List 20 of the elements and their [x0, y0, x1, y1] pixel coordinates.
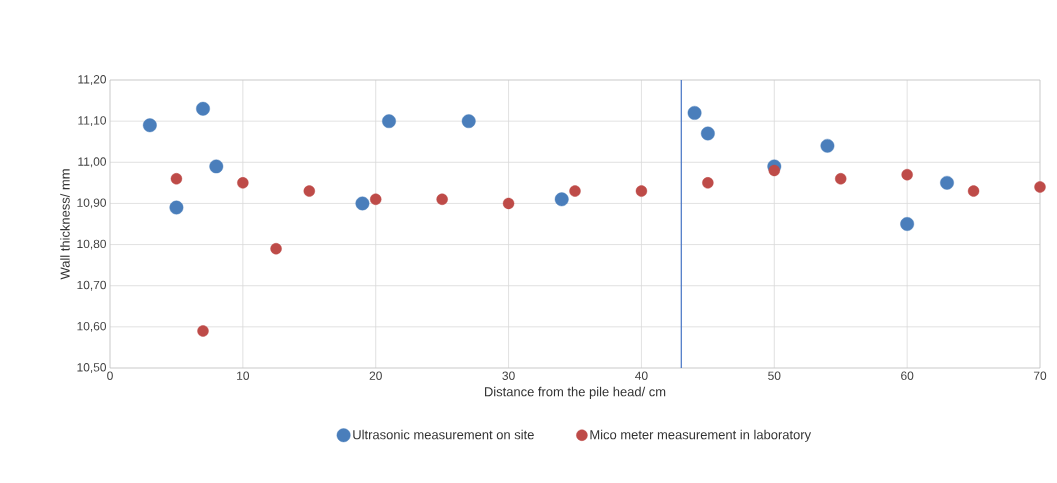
y-tick-label: 10,90 [77, 198, 107, 209]
y-tick-label: 10,70 [77, 280, 107, 291]
y-tick-label: 11,00 [78, 157, 107, 168]
x-tick-label: 30 [502, 371, 515, 380]
x-tick-label: 50 [768, 371, 781, 380]
y-tick-label: 10,50 [77, 363, 107, 373]
legend-label: Mico meter measurement in laboratory [590, 429, 812, 442]
x-tick-label: 10 [237, 371, 250, 380]
y-tick-label: 10,60 [77, 321, 107, 332]
x-tick-label: 40 [635, 371, 648, 380]
legend-label: Ultrasonic measurement on site [353, 429, 534, 440]
x-axis-title: Distance from the pile head/ cm [485, 386, 666, 399]
y-tick-label: 11,10 [78, 116, 107, 127]
y-axis-title: Wall thickness/ mm [60, 169, 70, 280]
x-tick-label: 70 [1033, 371, 1047, 380]
y-tick-label: 11,20 [78, 75, 107, 85]
x-tick-label: 0 [107, 371, 113, 380]
x-tick-label: 60 [901, 371, 914, 380]
x-tick-label: 20 [369, 371, 382, 380]
y-tick-label: 10,80 [77, 239, 107, 250]
